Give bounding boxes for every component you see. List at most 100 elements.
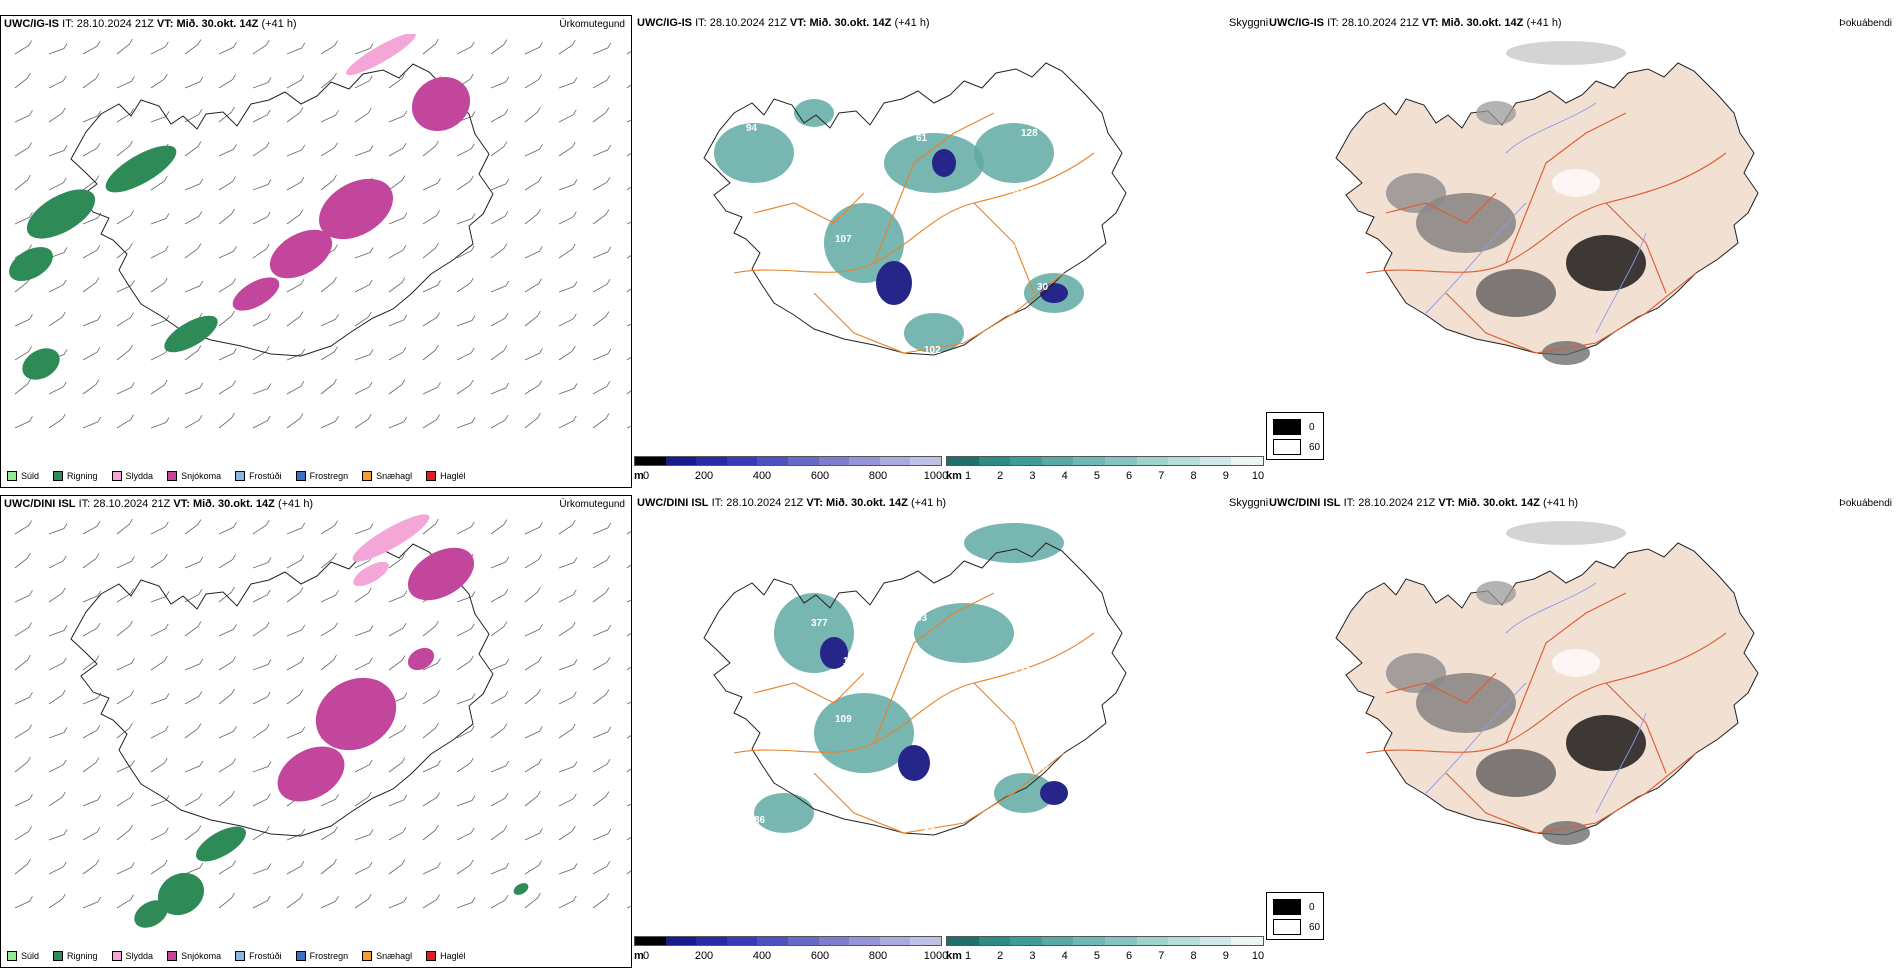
wind-barb — [354, 829, 374, 841]
visibility-value-label: 104 — [714, 85, 731, 96]
wind-barb — [388, 346, 407, 361]
visibility-value-label: 77 — [819, 830, 831, 841]
wind-barb — [252, 519, 270, 535]
wind-barb — [48, 759, 67, 773]
wind-barb — [524, 412, 541, 429]
visibility-value-label: 83 — [932, 767, 944, 778]
wind-barb — [14, 416, 33, 429]
wind-barb — [592, 278, 611, 293]
fog-area — [1506, 521, 1626, 545]
wind-barb — [354, 861, 373, 875]
colorbar-segment — [879, 937, 911, 945]
visibility-value-label: 27 — [908, 671, 920, 682]
wind-barb — [592, 893, 610, 909]
wind-barb — [456, 655, 474, 671]
colorbar-tick-label: 9 — [1222, 470, 1229, 482]
snow-area — [232, 277, 280, 311]
wind-barb — [82, 346, 101, 361]
wind-barb — [626, 633, 631, 637]
visibility-value-label: 102 — [924, 345, 941, 356]
wind-barb — [150, 623, 169, 637]
wind-barb — [150, 795, 170, 807]
wind-barb — [252, 557, 272, 569]
panel-header: UWC/IG-IS IT: 28.10.2024 21Z VT: Mið. 30… — [637, 17, 930, 29]
wind-barb — [82, 175, 100, 191]
fog-area — [1566, 715, 1646, 771]
wind-barb — [354, 893, 372, 909]
wind-barb — [48, 145, 68, 157]
rain-area — [105, 145, 177, 193]
colorbar-tick-label: 6 — [1126, 470, 1133, 482]
fog-area — [1386, 653, 1446, 693]
wind-barb — [490, 345, 508, 361]
wind-barb — [218, 554, 236, 569]
wind-barb — [286, 380, 305, 395]
fog-area — [1542, 341, 1590, 365]
wind-barb — [388, 379, 406, 395]
legend-label: Súld — [21, 951, 40, 961]
wind-barb — [490, 519, 508, 535]
road-line — [813, 272, 1065, 354]
visibility-value-label: 51 — [738, 661, 750, 672]
fog-area — [1542, 821, 1590, 845]
wind-barb — [14, 142, 32, 157]
colorbar-segment — [1199, 937, 1232, 945]
colorbar-tick-label: 2 — [997, 950, 1004, 962]
road-line — [733, 152, 1095, 274]
wind-barb — [388, 859, 406, 875]
wind-barb — [14, 40, 32, 55]
wind-barb — [116, 690, 134, 705]
wind-barb — [320, 276, 337, 293]
wind-barb — [388, 110, 408, 123]
legend-swatch — [295, 471, 306, 481]
wind-barb — [14, 72, 31, 89]
colorbar-tick-label: 4 — [1061, 950, 1068, 962]
wind-barb — [456, 757, 474, 773]
fog-area — [1566, 235, 1646, 291]
wind-barb — [354, 75, 373, 89]
visibility-title: Skyggni — [1229, 17, 1269, 29]
wind-barb — [320, 896, 339, 909]
wind-barb — [456, 521, 475, 535]
colorbar-tick-label: 0 — [642, 950, 650, 962]
wind-barb — [626, 425, 631, 429]
wind-barb — [218, 726, 237, 739]
fog-area — [1476, 581, 1516, 605]
wind-barb — [456, 693, 476, 705]
visibility-value-label: 30 — [1037, 282, 1049, 293]
visibility-value-label: 69 — [754, 335, 766, 346]
legend-item: Rigning — [53, 951, 98, 961]
wind-barb — [422, 760, 441, 773]
wind-barb — [626, 390, 631, 395]
wind-barb — [286, 348, 306, 361]
wind-barb — [558, 723, 576, 739]
wind-barb — [388, 590, 408, 603]
wind-barb — [252, 793, 271, 807]
legend-item: Snæhagl — [362, 471, 412, 481]
wind-barb — [218, 42, 237, 55]
legend-item: Súld — [7, 951, 39, 961]
wind-barb — [422, 690, 440, 705]
visibility-panel-top: UWC/IG-IS IT: 28.10.2024 21Z VT: Mið. 30… — [634, 15, 1266, 488]
wind-barb — [490, 108, 509, 123]
colorbar-segment — [1136, 457, 1169, 465]
wind-barb — [286, 554, 305, 569]
wind-barb — [252, 895, 271, 909]
wind-barb — [558, 141, 576, 157]
wind-barb — [490, 658, 510, 671]
wind-barb — [252, 313, 271, 327]
legend-swatch — [53, 951, 64, 961]
wind-barb — [456, 379, 474, 395]
wind-barb — [456, 795, 476, 807]
visibility-value-label: 338 — [1029, 340, 1046, 351]
road-line — [973, 202, 1035, 294]
wind-barb — [422, 824, 439, 841]
wind-barb — [524, 790, 541, 807]
wind-barb — [14, 212, 33, 225]
sleet-area — [353, 561, 389, 587]
colorbar-segment — [696, 457, 727, 465]
fog-area — [1476, 101, 1516, 125]
wind-barb — [422, 894, 440, 909]
colorbar-segment — [1073, 457, 1105, 465]
fog-area — [1476, 749, 1556, 797]
